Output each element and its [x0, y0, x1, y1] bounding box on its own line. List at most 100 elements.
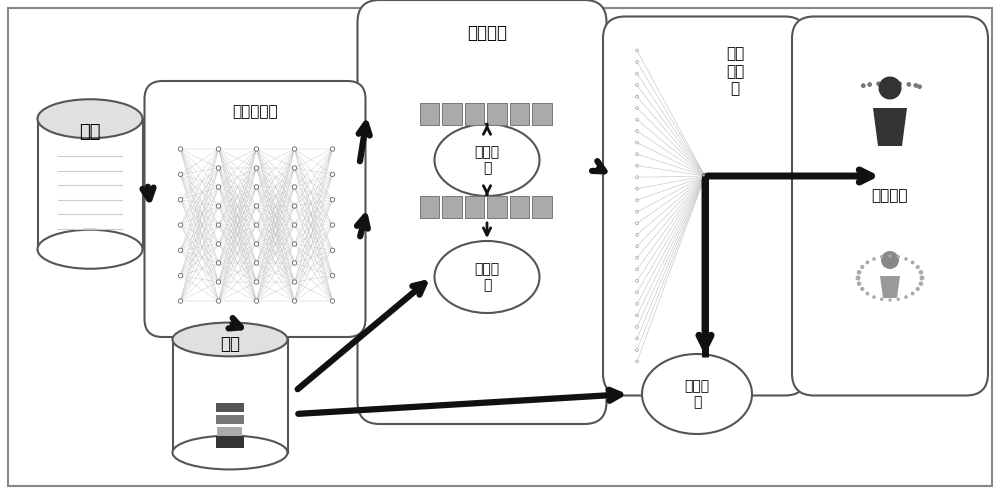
Circle shape: [919, 270, 923, 275]
Circle shape: [867, 82, 872, 87]
Ellipse shape: [642, 354, 752, 434]
Circle shape: [636, 291, 638, 294]
Circle shape: [888, 254, 892, 258]
Ellipse shape: [38, 99, 143, 138]
Circle shape: [636, 337, 638, 340]
Circle shape: [917, 84, 922, 89]
Circle shape: [914, 83, 918, 87]
Circle shape: [254, 166, 259, 170]
Circle shape: [880, 255, 883, 258]
Circle shape: [636, 153, 638, 156]
Text: 特征提取器: 特征提取器: [232, 104, 278, 119]
FancyBboxPatch shape: [603, 16, 807, 396]
Circle shape: [861, 83, 865, 88]
Circle shape: [636, 314, 638, 317]
Text: 向导网络: 向导网络: [467, 24, 507, 42]
Circle shape: [636, 176, 638, 179]
Circle shape: [254, 185, 259, 189]
Ellipse shape: [172, 323, 287, 356]
Circle shape: [860, 287, 864, 291]
Circle shape: [865, 291, 869, 295]
Bar: [510, 103, 529, 125]
Circle shape: [178, 299, 183, 303]
Circle shape: [887, 82, 891, 85]
Circle shape: [636, 49, 638, 52]
Circle shape: [857, 282, 861, 286]
Circle shape: [330, 248, 335, 252]
Circle shape: [702, 173, 708, 178]
Circle shape: [914, 83, 918, 87]
Circle shape: [907, 82, 911, 86]
Circle shape: [636, 245, 638, 247]
Circle shape: [897, 297, 900, 301]
Circle shape: [254, 261, 259, 265]
Circle shape: [860, 265, 864, 269]
Circle shape: [254, 204, 259, 208]
Circle shape: [881, 251, 899, 269]
Circle shape: [916, 265, 920, 269]
Circle shape: [861, 83, 865, 88]
Circle shape: [919, 282, 923, 286]
FancyBboxPatch shape: [358, 0, 606, 424]
Circle shape: [254, 242, 259, 246]
Circle shape: [879, 77, 902, 99]
Circle shape: [920, 276, 925, 281]
Circle shape: [292, 261, 297, 265]
Circle shape: [872, 295, 876, 299]
Text: 特征损
失: 特征损 失: [474, 145, 500, 175]
Circle shape: [216, 223, 221, 227]
Circle shape: [216, 280, 221, 284]
Circle shape: [876, 82, 881, 86]
Circle shape: [636, 72, 638, 75]
Circle shape: [636, 118, 638, 121]
Circle shape: [292, 299, 297, 303]
Circle shape: [216, 299, 221, 303]
Circle shape: [897, 82, 902, 86]
FancyBboxPatch shape: [144, 81, 366, 337]
Circle shape: [887, 82, 891, 85]
Circle shape: [330, 299, 335, 303]
Circle shape: [292, 280, 297, 284]
Polygon shape: [873, 108, 907, 146]
Circle shape: [636, 95, 638, 98]
Circle shape: [330, 274, 335, 278]
Circle shape: [292, 204, 297, 208]
Bar: [510, 196, 529, 218]
Ellipse shape: [434, 241, 540, 313]
Circle shape: [888, 298, 892, 302]
Circle shape: [254, 280, 259, 284]
Circle shape: [917, 84, 922, 89]
Circle shape: [911, 291, 915, 295]
Circle shape: [636, 360, 638, 363]
Circle shape: [216, 147, 221, 151]
Circle shape: [178, 147, 183, 151]
Bar: [217, 427, 242, 436]
Circle shape: [636, 130, 638, 132]
Bar: [532, 196, 552, 218]
Circle shape: [916, 287, 920, 291]
Text: 排序
分类
器: 排序 分类 器: [726, 46, 744, 96]
Text: 标签: 标签: [220, 335, 240, 353]
Circle shape: [292, 185, 297, 189]
Circle shape: [911, 260, 915, 264]
Circle shape: [636, 141, 638, 144]
Circle shape: [216, 185, 221, 189]
Bar: [487, 196, 507, 218]
Circle shape: [636, 256, 638, 259]
Circle shape: [636, 165, 638, 167]
Circle shape: [216, 166, 221, 170]
Bar: [216, 403, 244, 412]
Bar: [216, 436, 244, 448]
Circle shape: [636, 107, 638, 110]
Circle shape: [867, 82, 872, 87]
Circle shape: [636, 302, 638, 305]
Circle shape: [330, 223, 335, 227]
Circle shape: [292, 166, 297, 170]
Circle shape: [857, 270, 861, 275]
Circle shape: [636, 61, 638, 63]
Circle shape: [330, 198, 335, 202]
Text: 分类损
失: 分类损 失: [684, 379, 710, 409]
Circle shape: [636, 222, 638, 225]
Polygon shape: [880, 276, 900, 298]
Circle shape: [880, 297, 883, 301]
